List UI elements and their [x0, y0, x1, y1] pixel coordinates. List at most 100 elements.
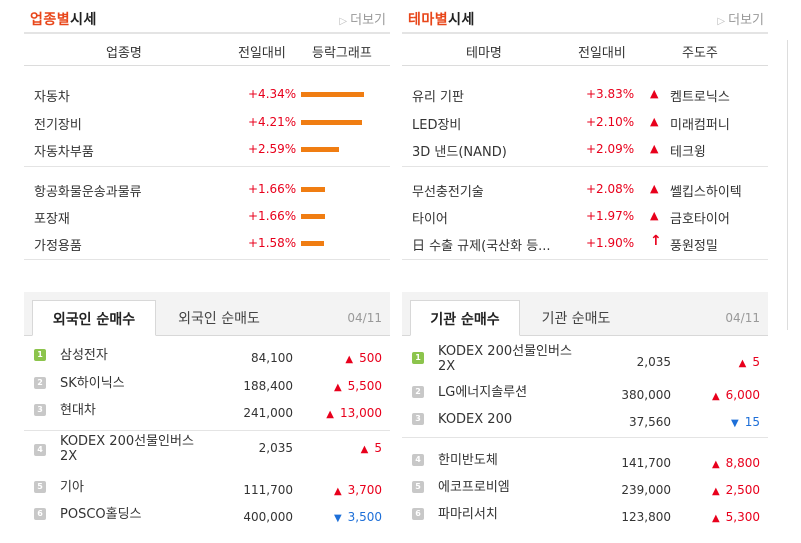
- theme-lead-stock[interactable]: 미래컴퍼니: [670, 118, 730, 133]
- foreign-stock-name[interactable]: 현대차: [60, 403, 96, 418]
- theme-lead-stock[interactable]: 금호타이어: [670, 212, 730, 227]
- industry-name: 가정용품: [34, 239, 82, 254]
- industry-name: 전기장비: [34, 118, 82, 133]
- industry-row[interactable]: 자동차부품 +2.59%: [24, 139, 390, 161]
- foreign-row[interactable]: 1 삼성전자 84,100 ▲ 500: [24, 344, 390, 368]
- foreign-stock-name[interactable]: 삼성전자: [60, 348, 108, 363]
- industry-rate: +2.59%: [248, 142, 297, 156]
- theme-header: 테마별시세 ▷ 더보기: [402, 0, 768, 34]
- industry-row[interactable]: 가정용품 +1.58%: [24, 233, 390, 255]
- industry-more-link[interactable]: ▷ 더보기: [339, 9, 386, 28]
- side-scrollbar[interactable]: [787, 40, 801, 330]
- theme-lead-stock[interactable]: 풍원정밀: [670, 239, 718, 254]
- institution-change-value: 2,500: [725, 483, 760, 497]
- theme-lead-stock[interactable]: 테크윙: [670, 145, 706, 160]
- chevron-right-icon: ▷: [339, 16, 348, 27]
- col-theme-change: 전일대비: [578, 46, 626, 61]
- institution-stock-name[interactable]: LG에너지솔루션: [438, 385, 528, 400]
- foreign-stock-name[interactable]: KODEX 200선물인버스2X: [60, 434, 194, 464]
- institution-row[interactable]: 6 파마리서치 123,800 ▲ 5,300: [402, 503, 768, 527]
- foreign-change-value: 500: [359, 351, 382, 365]
- foreign-row[interactable]: 5 기아 111,700 ▲ 3,700: [24, 476, 390, 500]
- down-triangle-icon: ▼: [333, 513, 342, 524]
- industry-more-label: 더보기: [350, 13, 386, 28]
- institution-stock-name[interactable]: KODEX 200선물인버스2X: [438, 344, 572, 374]
- theme-lead-stock[interactable]: 쎌킵스하이텍: [670, 185, 742, 200]
- institution-stock-name[interactable]: 파마리서치: [438, 507, 498, 522]
- institution-row[interactable]: 4 한미반도체 141,700 ▲ 8,800: [402, 449, 768, 473]
- up-triangle-icon: ▲: [711, 391, 720, 402]
- theme-row[interactable]: 日 수출 규제(국산화 등... +1.90% ↑ 풍원정밀: [402, 233, 768, 255]
- foreign-stock-change: ▼ 3,500: [334, 510, 382, 524]
- foreign-row[interactable]: 2 SK하이닉스 188,400 ▲ 5,500: [24, 372, 390, 396]
- foreign-change-value: 5: [374, 441, 382, 455]
- foreign-change-value: 3,500: [347, 510, 382, 524]
- industry-title[interactable]: 업종별시세: [30, 9, 97, 29]
- theme-row[interactable]: LED장비 +2.10% ▲ 미래컴퍼니: [402, 112, 768, 134]
- foreign-stock-price: 400,000: [243, 510, 293, 524]
- theme-name: 日 수출 규제(국산화 등...: [412, 239, 551, 254]
- tab-institution-sell[interactable]: 기관 순매도: [541, 311, 611, 327]
- institution-change-value: 8,800: [725, 456, 760, 470]
- foreign-stock-price: 2,035: [258, 441, 293, 455]
- institution-stock-name[interactable]: KODEX 200: [438, 412, 513, 427]
- theme-title[interactable]: 테마별시세: [408, 9, 475, 29]
- theme-rate: +2.10%: [586, 115, 635, 129]
- theme-row[interactable]: 유리 기판 +3.83% ▲ 켐트로닉스: [402, 84, 768, 106]
- up-triangle-icon: ▲: [650, 182, 659, 195]
- institution-row[interactable]: 5 에코프로비엠 239,000 ▲ 2,500: [402, 476, 768, 500]
- col-theme-lead: 주도주: [682, 46, 718, 61]
- institution-stock-name[interactable]: 에코프로비엠: [438, 480, 510, 495]
- institution-stock-price: 123,800: [621, 510, 671, 524]
- institution-row[interactable]: 3 KODEX 200 37,560 ▼ 15: [402, 408, 768, 432]
- foreign-stock-name[interactable]: SK하이닉스: [60, 376, 125, 391]
- foreign-row[interactable]: 3 현대차 241,000 ▲ 13,000: [24, 399, 390, 423]
- theme-row[interactable]: 무선충전기술 +2.08% ▲ 쎌킵스하이텍: [402, 179, 768, 201]
- theme-name: 3D 낸드(NAND): [412, 145, 507, 160]
- institution-stock-price: 239,000: [621, 483, 671, 497]
- tab-institution-buy[interactable]: 기관 순매수: [410, 300, 520, 336]
- up-triangle-icon: ▲: [360, 444, 369, 455]
- foreign-stock-change: ▲ 3,700: [334, 483, 382, 497]
- up-triangle-icon: ▲: [711, 486, 720, 497]
- up-triangle-icon: ▲: [650, 115, 659, 128]
- institution-tabbar: 기관 순매수 기관 순매도 04/11: [402, 292, 768, 336]
- theme-title-accent: 테마별: [408, 12, 449, 28]
- theme-list: 유리 기판 +3.83% ▲ 켐트로닉스 LED장비 +2.10% ▲ 미래컴퍼니 3D 낸드(…: [402, 66, 768, 266]
- foreign-stock-name[interactable]: 기아: [60, 480, 84, 495]
- foreign-row[interactable]: 4 KODEX 200선물인버스2X 2,035 ▲ 5: [24, 432, 390, 466]
- institution-row[interactable]: 2 LG에너지솔루션 380,000 ▲ 6,000: [402, 381, 768, 405]
- theme-name: 타이어: [412, 212, 448, 227]
- foreign-row[interactable]: 6 POSCO홀딩스 400,000 ▼ 3,500: [24, 503, 390, 527]
- institution-stock-change: ▲ 5: [739, 355, 760, 369]
- industry-row[interactable]: 전기장비 +4.21%: [24, 112, 390, 134]
- foreign-stock-price: 84,100: [251, 351, 293, 365]
- tab-foreign-sell[interactable]: 외국인 순매도: [178, 311, 260, 327]
- industry-row[interactable]: 항공화물운송과물류 +1.66%: [24, 179, 390, 201]
- industry-row[interactable]: 자동차 +4.34%: [24, 84, 390, 106]
- institution-stock-change: ▲ 2,500: [712, 483, 760, 497]
- theme-rate: +2.08%: [586, 182, 635, 196]
- up-triangle-icon: ▲: [333, 486, 342, 497]
- theme-more-link[interactable]: ▷ 더보기: [717, 9, 764, 28]
- rank-badge: 1: [412, 352, 424, 364]
- theme-row[interactable]: 3D 낸드(NAND) +2.09% ▲ 테크윙: [402, 139, 768, 161]
- foreign-stock-change: ▲ 5: [361, 441, 382, 455]
- theme-lead-stock[interactable]: 켐트로닉스: [670, 90, 730, 105]
- industry-rate: +1.66%: [248, 182, 297, 196]
- tab-foreign-buy[interactable]: 외국인 순매수: [32, 300, 156, 336]
- foreign-stock-price: 241,000: [243, 406, 293, 420]
- divider: [402, 166, 768, 167]
- industry-name: 항공화물운송과물류: [34, 185, 142, 200]
- foreign-change-value: 3,700: [347, 483, 382, 497]
- foreign-stock-name[interactable]: POSCO홀딩스: [60, 507, 142, 522]
- institution-stock-name[interactable]: 한미반도체: [438, 453, 498, 468]
- industry-panel: 업종별시세 ▷ 더보기 업종명 전일대비 등락그래프 자동차 +4.34% 전기장비 +…: [24, 0, 390, 266]
- divider: [24, 259, 390, 260]
- theme-panel: 테마별시세 ▷ 더보기 테마명 전일대비 주도주 유리 기판 +3.83% ▲ 켐트로닉…: [402, 0, 768, 266]
- industry-row[interactable]: 포장재 +1.66%: [24, 206, 390, 228]
- theme-row[interactable]: 타이어 +1.97% ▲ 금호타이어: [402, 206, 768, 228]
- institution-row[interactable]: 1 KODEX 200선물인버스2X 2,035 ▲ 5: [402, 340, 768, 374]
- theme-name: 유리 기판: [412, 90, 464, 105]
- rank-badge: 5: [34, 481, 46, 493]
